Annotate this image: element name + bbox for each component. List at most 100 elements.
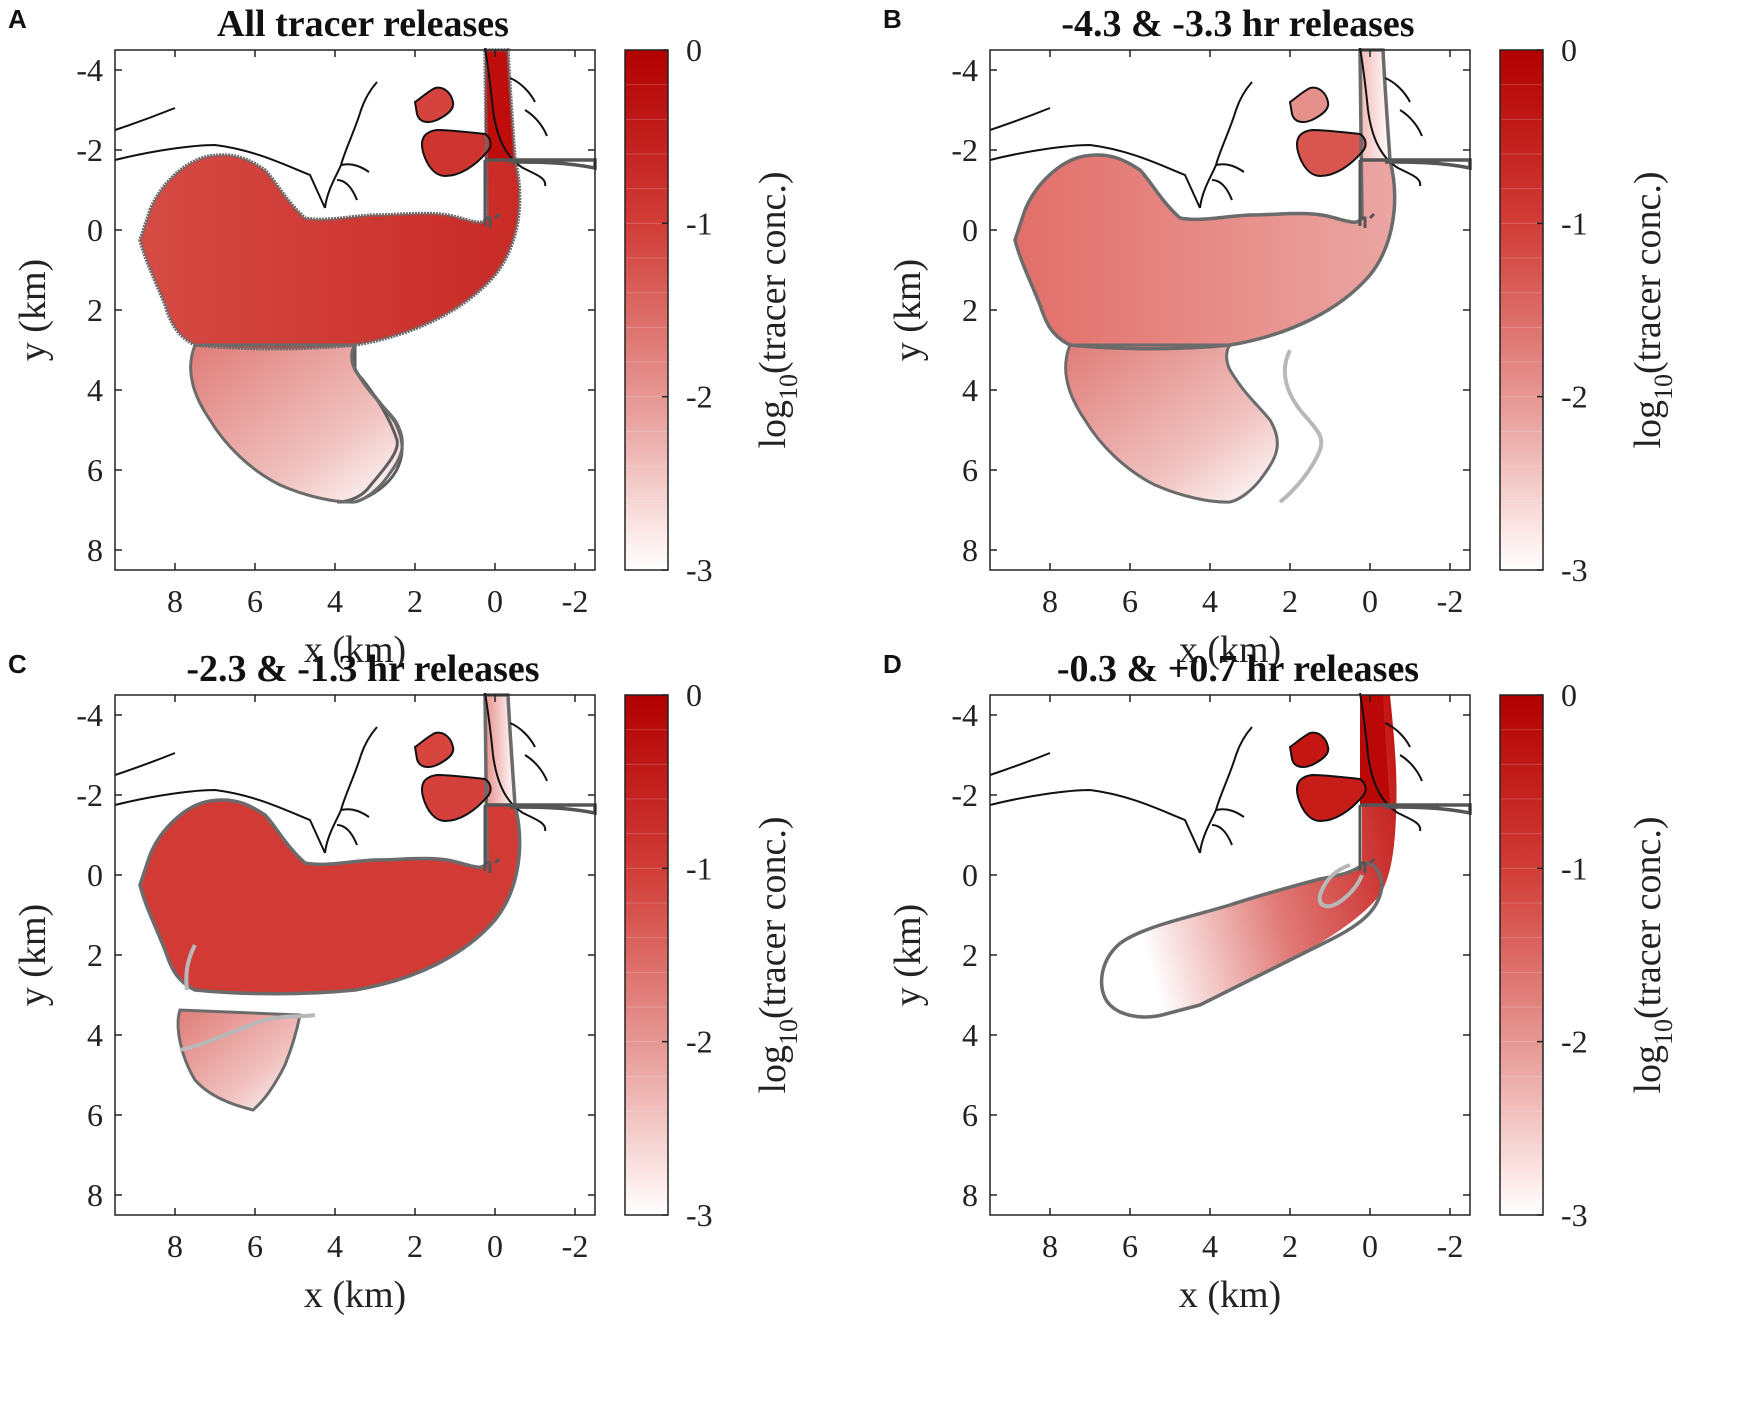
y-tick-label: 0 [87, 857, 103, 893]
x-tick-label: 6 [247, 1228, 263, 1264]
extent-outline-lobe [189, 343, 404, 504]
y-axis-label: y (km) [887, 259, 929, 361]
colorbar-tick-label: -1 [1561, 850, 1588, 886]
tracer-south-lobe [1065, 345, 1278, 503]
x-tick-label: 8 [167, 583, 183, 619]
y-tick-label: -2 [951, 777, 978, 813]
colorbar-tick-label: -3 [686, 1197, 713, 1233]
extent-outline [1099, 861, 1384, 1019]
colorbar-label-log: log [1627, 400, 1669, 449]
x-tick-label: 8 [1042, 583, 1058, 619]
x-tick-label: -2 [562, 1228, 589, 1264]
x-tick-label: 8 [1042, 1228, 1058, 1264]
east-coast [1359, 47, 1423, 187]
tracer-channel [1360, 695, 1390, 805]
tracer-channel [485, 695, 515, 805]
y-tick-label: 0 [962, 857, 978, 893]
x-tick-label: 4 [1202, 1228, 1218, 1264]
x-tick-label: 6 [1122, 1228, 1138, 1264]
tracer-north-bay [415, 732, 454, 767]
tracer-north-bay [1290, 87, 1329, 122]
colorbar-fill [1500, 695, 1543, 1215]
coastline [989, 107, 1201, 209]
river-coast [1199, 726, 1253, 854]
colorbar-tick-label: -2 [686, 379, 713, 415]
y-tick-label: 0 [962, 212, 978, 248]
plot-area [114, 692, 597, 1215]
colorbar-label-rest: (tracer conc.) [752, 171, 794, 374]
y-tick-label: 8 [87, 1177, 103, 1213]
colorbar-label: log10(tracer conc.) [1627, 816, 1678, 1093]
y-tick-label: 2 [962, 937, 978, 973]
y-tick-label: -4 [951, 697, 978, 733]
tracer-main-plume [1101, 695, 1397, 1017]
panel-title: -0.3 & +0.7 hr releases [1057, 648, 1419, 690]
colorbar-tick-label: 0 [1561, 32, 1577, 68]
y-tick-label: -4 [951, 52, 978, 88]
colorbar-label-log: log [1627, 1045, 1669, 1094]
colorbar-tick-label: -1 [1561, 205, 1588, 241]
island-coast [420, 128, 492, 178]
colorbar-frame [1499, 694, 1544, 1216]
coastline [989, 752, 1201, 854]
colorbar-fill [625, 50, 668, 570]
tracer-main-plume [140, 50, 520, 349]
x-axis-label: x (km) [304, 629, 406, 671]
extent-outline [138, 693, 522, 996]
extent-outline-lobe [176, 1008, 302, 1112]
plot-area [989, 692, 1472, 1215]
colorbar-tick-label: -2 [1561, 379, 1588, 415]
panel-letter: A [8, 4, 27, 34]
x-tick-label: 2 [407, 1228, 423, 1264]
x-tick-label: 0 [487, 1228, 503, 1264]
x-axis-label: x (km) [304, 1274, 406, 1316]
jetty [483, 160, 501, 228]
tracer-main-plume [140, 695, 520, 994]
colorbar-label-sub: 10 [1649, 374, 1678, 400]
x-tick-label: 8 [167, 1228, 183, 1264]
extent-outline-light [179, 944, 316, 1052]
tracer-channel [1360, 50, 1390, 160]
north-bay-coast [1288, 86, 1330, 123]
y-tick-label: 2 [962, 292, 978, 328]
colorbar-tick-label: -2 [686, 1024, 713, 1060]
north-bay-coast [413, 86, 455, 123]
colorbar-label-sub: 10 [1649, 1019, 1678, 1045]
y-tick-label: 6 [87, 1097, 103, 1133]
island-coast [1295, 773, 1367, 823]
colorbar-label-log: log [752, 1045, 794, 1094]
colorbar-label-rest: (tracer conc.) [752, 816, 794, 1019]
colorbar-tick-label: 0 [1561, 677, 1577, 713]
extent-outline [138, 48, 522, 351]
y-tick-label: -2 [76, 132, 103, 168]
plot-area [989, 47, 1472, 570]
y-tick-label: 4 [87, 1017, 103, 1053]
colorbar-label-sub: 10 [774, 374, 803, 400]
panel-letter: C [8, 649, 27, 679]
x-tick-label: 2 [407, 583, 423, 619]
colorbar-frame [1499, 49, 1544, 571]
x-tick-label: 4 [1202, 583, 1218, 619]
y-tick-label: 6 [962, 452, 978, 488]
x-tick-label: 2 [1282, 1228, 1298, 1264]
colorbar-label-log: log [752, 400, 794, 449]
jetty [1358, 160, 1376, 228]
extent-outline-light [1278, 349, 1324, 504]
coastline [114, 752, 326, 854]
colorbar-label: log10(tracer conc.) [1627, 171, 1678, 448]
plot-area [114, 47, 597, 570]
colorbar-label-rest: (tracer conc.) [1627, 171, 1669, 374]
panel-a: A All tracer releases 8 6 4 2 0 -2 -4 -2 0 2 4 6 8 x (k… [8, 3, 803, 671]
river-coast [324, 726, 378, 854]
x-tick-label: -2 [562, 583, 589, 619]
jetty [483, 805, 501, 873]
tracer-channel [485, 50, 515, 160]
y-tick-label: 4 [962, 372, 978, 408]
colorbar-frame [624, 694, 669, 1216]
y-tick-label: 2 [87, 292, 103, 328]
y-tick-label: 8 [87, 532, 103, 568]
east-coast [484, 47, 548, 187]
y-tick-label: 8 [962, 532, 978, 568]
colorbar-label: log10(tracer conc.) [752, 171, 803, 448]
north-bay-coast [413, 731, 455, 768]
